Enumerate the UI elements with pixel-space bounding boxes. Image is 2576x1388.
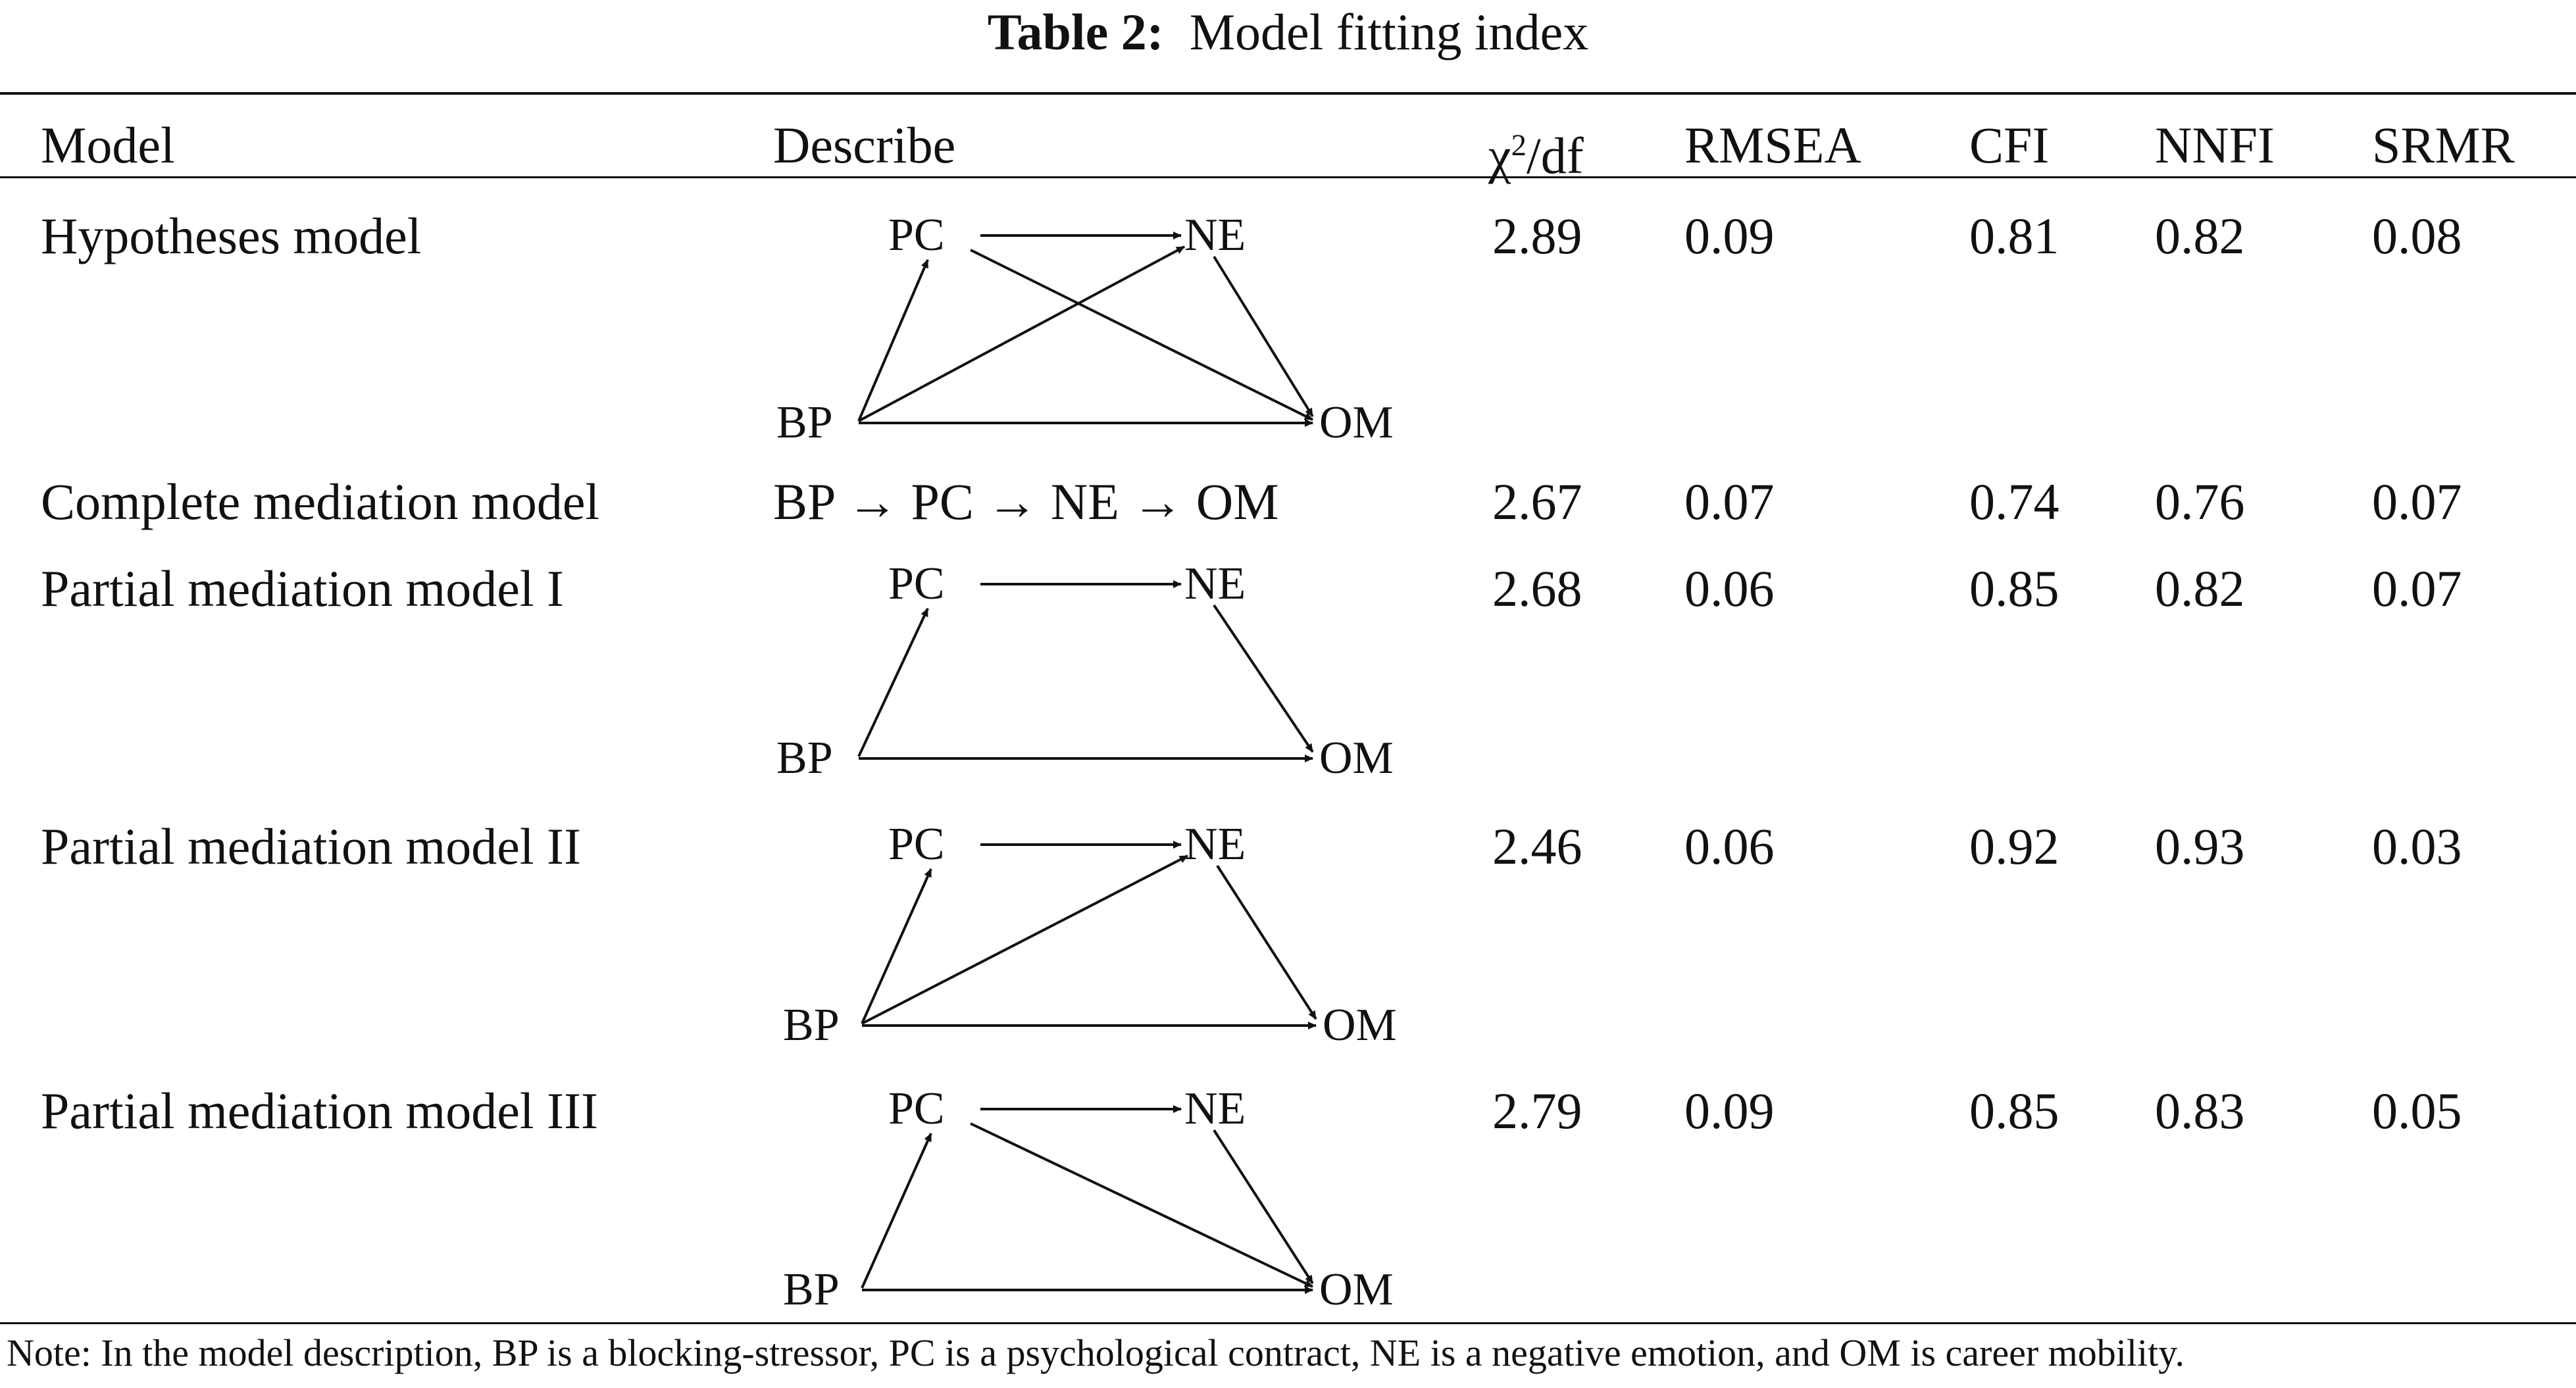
row-rmsea: 0.07 [1684,473,1775,530]
row-rmsea: 0.06 [1684,818,1775,875]
table-caption: Model fitting index [1189,3,1589,61]
node-pc: PC [888,558,945,609]
node-om: OM [1319,733,1394,783]
header-model: Model [41,116,175,174]
row-cfi: 0.85 [1969,1082,2059,1139]
header-describe: Describe [773,116,956,174]
table-note: Note: In the model description, BP is a … [7,1331,2185,1374]
path-diagram-hypotheses: PC NE BP OM [776,210,1394,447]
row-nnfi: 0.82 [2155,560,2245,617]
path-diagram-partial-3: PC NE BP OM [783,1083,1394,1315]
row-model: Partial mediation model III [41,1082,598,1139]
table-title: Table 2: Model fitting index [0,3,2576,62]
header-rule [0,176,2576,178]
table-label: Table 2: [987,3,1164,61]
node-om: OM [1319,397,1394,447]
row-model: Complete mediation model [41,473,600,530]
header-cfi: CFI [1969,116,2050,174]
bottom-rule [0,1322,2576,1324]
path-diagram-partial-2: PC NE BP OM [783,819,1397,1051]
node-om: OM [1323,1000,1397,1051]
header-srmr: SRMR [2372,116,2515,174]
row-nnfi: 0.76 [2155,473,2245,530]
row-rmsea: 0.09 [1684,1082,1775,1139]
node-ne: NE [1184,1083,1246,1134]
row-cfi: 0.81 [1969,207,2059,264]
node-pc: PC [888,819,945,870]
row-chi-df: 2.89 [1492,207,1582,264]
row-nnfi: 0.83 [2155,1082,2245,1139]
node-bp: BP [776,397,833,447]
top-rule [0,92,2576,95]
row-cfi: 0.85 [1969,560,2059,617]
header-rmsea: RMSEA [1684,116,1861,174]
row-cfi: 0.74 [1969,473,2059,530]
row-srmr: 0.07 [2372,560,2462,617]
row-cfi: 0.92 [1969,818,2059,875]
node-ne: NE [1184,210,1246,260]
header-nnfi: NNFI [2155,116,2275,174]
row-rmsea: 0.09 [1684,207,1775,264]
row-srmr: 0.08 [2372,207,2462,264]
row-srmr: 0.07 [2372,473,2462,530]
row-chi-df: 2.68 [1492,560,1582,617]
node-bp: BP [783,1264,840,1315]
row-nnfi: 0.82 [2155,207,2245,264]
row-model: Partial mediation model II [41,818,581,875]
row-model: Partial mediation model I [41,560,564,617]
row-rmsea: 0.06 [1684,560,1775,617]
path-diagram-partial-1: PC NE BP OM [776,558,1394,783]
node-ne: NE [1184,558,1246,609]
node-pc: PC [888,1083,945,1134]
node-pc: PC [888,210,945,260]
row-chi-df: 2.79 [1492,1082,1582,1139]
header-chi-df: χ2/df [1488,127,1584,184]
row-chi-df: 2.46 [1492,818,1582,875]
row-srmr: 0.05 [2372,1082,2462,1139]
node-bp: BP [783,1000,840,1051]
node-om: OM [1319,1264,1394,1315]
row-chi-df: 2.67 [1492,473,1582,530]
row-srmr: 0.03 [2372,818,2462,875]
row-model: Hypotheses model [41,207,422,264]
node-bp: BP [776,733,833,783]
row-nnfi: 0.93 [2155,818,2245,875]
row-describe-chain: BP → PC → NE → OM [773,473,1279,530]
node-ne: NE [1184,819,1246,870]
